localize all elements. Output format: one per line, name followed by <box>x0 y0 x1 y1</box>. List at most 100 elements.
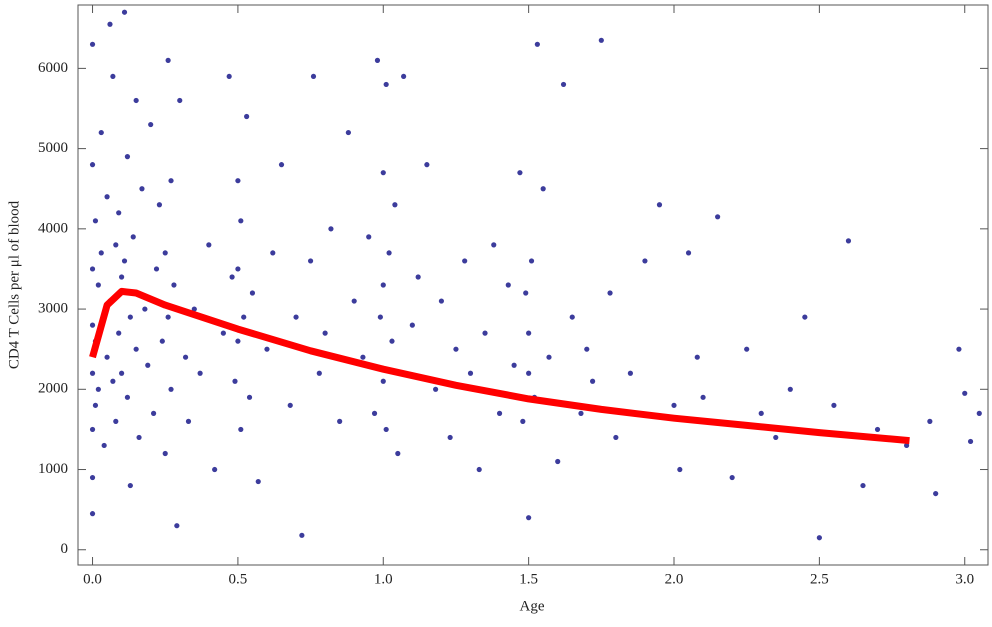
scatter-point <box>677 466 683 473</box>
scatter-point <box>526 330 532 336</box>
scatter-point <box>773 434 779 441</box>
scatter-point <box>226 73 232 80</box>
scatter-point <box>511 362 517 368</box>
scatter-point <box>520 418 526 424</box>
scatter-point <box>383 81 389 88</box>
scatter-point <box>241 314 247 320</box>
scatter-point <box>467 370 474 376</box>
scatter-point <box>101 442 107 449</box>
scatter-point <box>89 266 96 272</box>
scatter-point <box>104 194 110 200</box>
x-axis-label: Age <box>520 598 545 614</box>
scatter-point <box>453 346 459 352</box>
scatter-point <box>287 402 293 408</box>
scatter-point <box>229 274 235 280</box>
scatter-point <box>386 250 392 256</box>
scatter-point <box>153 266 160 272</box>
scatter-point <box>107 21 113 27</box>
scatter-point <box>491 242 497 248</box>
scatter-point <box>627 370 633 376</box>
scatter-point <box>729 474 735 481</box>
scatter-point <box>150 410 157 416</box>
scatter-point <box>177 97 183 104</box>
x-tick-label: 1.5 <box>519 571 538 587</box>
scatter-point <box>244 113 250 120</box>
scatter-point <box>249 290 256 296</box>
scatter-point <box>212 466 218 473</box>
scatter-point <box>933 490 939 497</box>
scatter-point <box>124 394 131 400</box>
scatter-point <box>345 129 351 136</box>
scatter-point <box>124 154 131 160</box>
scatter-point <box>185 418 192 424</box>
y-axis-label: CD4 T Cells per μl of blood <box>6 200 22 369</box>
scatter-point <box>165 314 171 320</box>
scatter-point <box>395 450 401 457</box>
scatter-point <box>476 466 482 473</box>
scatter-point <box>174 523 180 529</box>
scatter-point <box>89 511 96 517</box>
scatter-point <box>116 210 122 216</box>
scatter-point <box>802 314 808 320</box>
scatter-point <box>165 57 171 63</box>
scatter-point <box>89 426 96 433</box>
x-tick-label: 0.0 <box>83 571 102 587</box>
scatter-point <box>383 426 389 433</box>
scatter-point <box>578 410 584 416</box>
scatter-point <box>366 234 372 240</box>
scatter-point <box>380 170 386 176</box>
scatter-point <box>89 322 96 328</box>
scatter-point <box>159 338 165 344</box>
scatter-point <box>235 178 241 184</box>
x-tick-label: 0.5 <box>229 571 248 587</box>
scatter-point <box>534 41 540 47</box>
scatter-point <box>415 274 421 280</box>
scatter-point <box>976 410 982 416</box>
scatter-point <box>162 450 168 457</box>
scatter-point <box>447 434 453 441</box>
scatter-point <box>162 250 168 256</box>
scatter-point <box>328 226 334 232</box>
scatter-point <box>92 402 99 408</box>
scatter-point <box>89 41 96 47</box>
fit-line <box>89 287 910 445</box>
scatter-point <box>116 330 122 336</box>
scatter-point <box>438 298 445 304</box>
scatter-point <box>95 386 101 392</box>
scatter-point <box>715 214 721 220</box>
scatter-point <box>235 338 241 344</box>
scatter-point <box>351 298 357 304</box>
scatter-point <box>182 354 189 360</box>
scatter-point <box>322 330 328 336</box>
scatter-point <box>371 410 378 416</box>
scatter-point <box>220 330 226 336</box>
scatter-point <box>113 418 119 424</box>
scatter-point <box>89 162 96 168</box>
scatter-point <box>310 73 317 80</box>
scatter-point <box>505 282 511 288</box>
scatter-point <box>98 129 104 136</box>
scatter-point <box>238 218 244 224</box>
x-tick-label: 3.0 <box>955 571 974 587</box>
scatter-point <box>191 306 197 312</box>
scatter-point <box>546 354 552 360</box>
scatter-point <box>197 370 203 376</box>
scatter-point <box>517 170 523 176</box>
scatter-point <box>860 482 866 489</box>
scatter-point <box>133 346 139 352</box>
scatter-point <box>337 418 343 424</box>
scatter-point <box>409 322 415 328</box>
y-tick-label: 2000 <box>38 381 68 397</box>
x-tick-label: 1.0 <box>374 571 393 587</box>
y-tick-label: 3000 <box>38 301 68 317</box>
scatter-point <box>98 250 104 256</box>
scatter-point <box>127 482 133 489</box>
y-tick-label: 1000 <box>38 461 68 477</box>
scatter-point <box>130 234 136 240</box>
scatter-point <box>656 202 663 208</box>
scatter-point <box>380 282 386 288</box>
scatter-point <box>685 250 692 256</box>
y-tick-label: 0 <box>61 541 69 557</box>
